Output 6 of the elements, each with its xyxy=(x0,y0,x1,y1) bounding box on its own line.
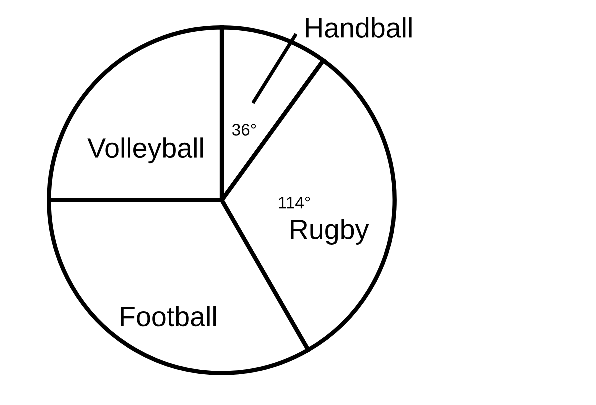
slice-label: Football xyxy=(121,306,216,327)
slice-label: Handball xyxy=(306,18,412,38)
slice-label: Rugby xyxy=(291,219,370,245)
data-label: 114° xyxy=(279,196,310,209)
data-label: 36° xyxy=(232,124,256,136)
slice-label: Volleyball xyxy=(88,138,204,164)
